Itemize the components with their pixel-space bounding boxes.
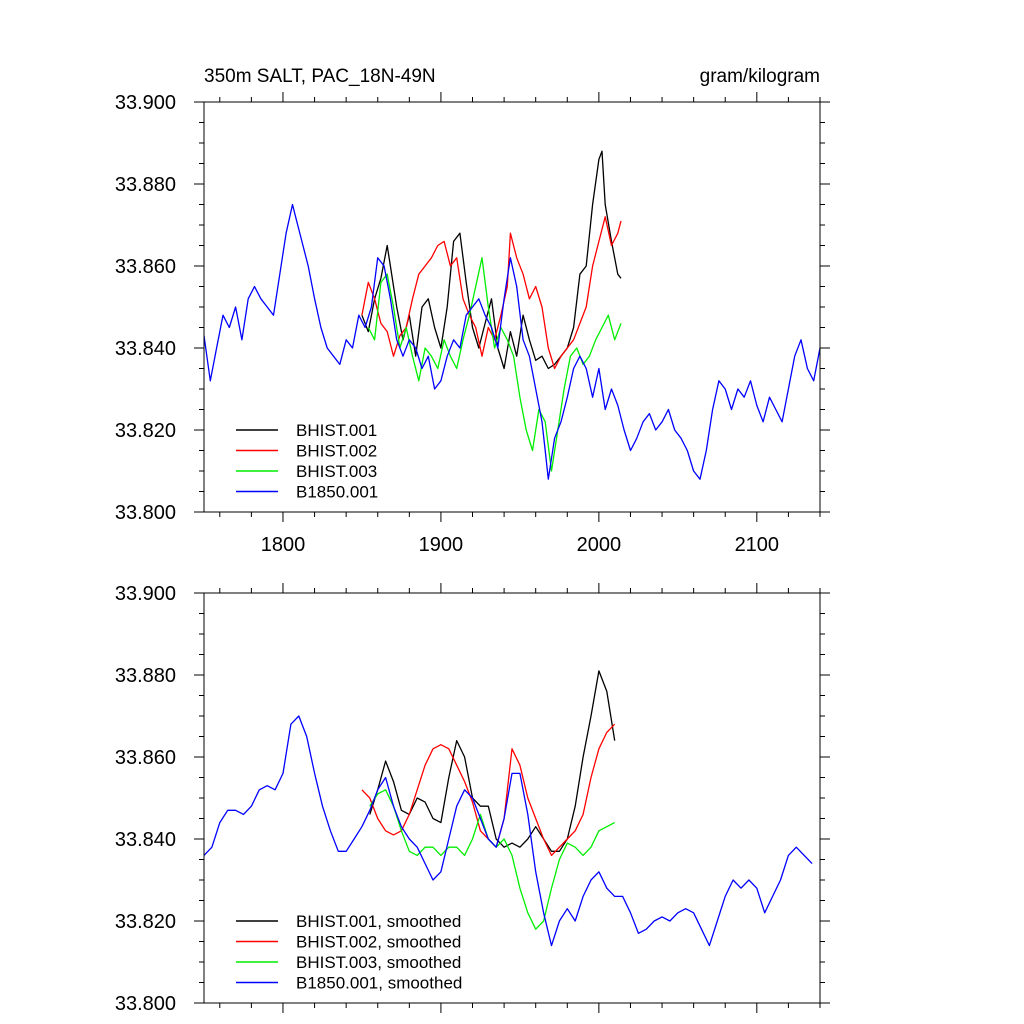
bottom-panel-legend-label-1: BHIST.001, smoothed bbox=[296, 912, 461, 931]
top-panel-x-tick-label: 2000 bbox=[577, 534, 622, 556]
bottom-panel-y-tick-label: 33.800 bbox=[115, 993, 176, 1015]
top-panel-legend-label-4: B1850.001 bbox=[296, 483, 378, 502]
bottom-panel-series-line-4 bbox=[204, 715, 813, 947]
top-panel-y-tick-label: 33.840 bbox=[115, 338, 176, 360]
top-panel-x-tick-label: 1800 bbox=[261, 534, 306, 556]
bottom-panel-legend-label-2: BHIST.002, smoothed bbox=[296, 933, 461, 952]
bottom-panel-y-tick-label: 33.900 bbox=[115, 583, 176, 605]
bottom-panel-legend: BHIST.001, smoothed BHIST.002, smoothedBH… bbox=[236, 912, 462, 993]
top-panel-y-tick-label: 33.860 bbox=[115, 256, 176, 278]
bottom-panel-frame bbox=[203, 592, 821, 1004]
top-panel-y-tick-label: 33.880 bbox=[115, 174, 176, 196]
bottom-panel-ticks: 33.800 33.820 33.840 33.860 33.880 33.900 bbox=[115, 583, 830, 1015]
top-panel-legend-label-3: BHIST.003 bbox=[296, 462, 377, 481]
top-panel-y-tick-label: 33.900 bbox=[115, 92, 176, 114]
bottom-panel-series-line-3 bbox=[369, 789, 615, 930]
top-panel-series-line-4 bbox=[204, 203, 820, 480]
bottom-panel-y-tick-label: 33.840 bbox=[115, 829, 176, 851]
bottom-panel-legend-label-4: B1850.001, smoothed bbox=[296, 974, 462, 993]
bottom-panel-y-tick-label: 33.820 bbox=[115, 911, 176, 933]
bottom-panel-y-tick-label: 33.860 bbox=[115, 747, 176, 769]
top-panel-lines bbox=[204, 150, 820, 480]
bottom-panel-legend-label-3: BHIST.003, smoothed bbox=[296, 953, 461, 972]
top-panel-title: 350m SALT, PAC_18N-49N bbox=[204, 66, 436, 87]
top-panel-y-tick-label: 33.800 bbox=[115, 502, 176, 524]
top-panel-series-line-1 bbox=[361, 150, 622, 370]
top-panel-units: gram/kilogram bbox=[700, 66, 820, 87]
top-panel-x-tick-label: 1900 bbox=[419, 534, 464, 556]
top-panel-legend-label-2: BHIST.002 bbox=[296, 442, 377, 461]
top-panel: 350m SALT, PAC_18N-49N gram/kilogram 180… bbox=[115, 66, 830, 556]
bottom-panel: 33.800 33.820 33.840 33.860 33.880 33.900 BHI… bbox=[115, 583, 830, 1015]
bottom-panel-y-tick-label: 33.880 bbox=[115, 665, 176, 687]
bottom-panel-lines bbox=[204, 670, 813, 947]
top-panel-y-tick-label: 33.820 bbox=[115, 420, 176, 442]
top-panel-series-line-3 bbox=[367, 257, 622, 472]
top-panel-x-tick-label: 2100 bbox=[735, 534, 780, 556]
top-panel-frame bbox=[203, 101, 821, 513]
bottom-panel-series-line-2 bbox=[361, 723, 616, 857]
top-panel-legend-label-1: BHIST.001 bbox=[296, 421, 377, 440]
top-panel-ticks: 1800 1900 2000 2100 33.800 33.820 33.840 33.860… bbox=[115, 92, 830, 556]
